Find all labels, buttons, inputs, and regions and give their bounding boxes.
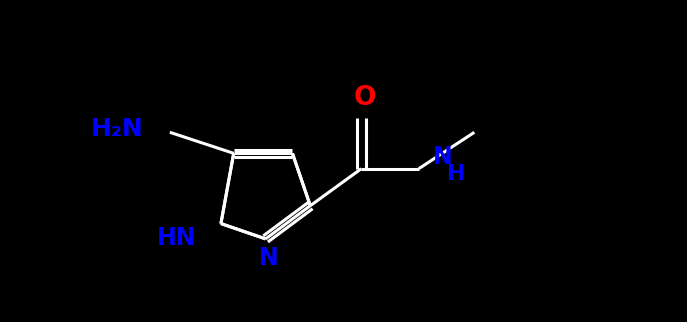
- Text: N: N: [259, 246, 279, 270]
- Text: N: N: [433, 145, 453, 169]
- Text: HN: HN: [157, 226, 196, 250]
- Text: H₂N: H₂N: [90, 117, 143, 141]
- Text: H: H: [447, 164, 465, 184]
- Text: O: O: [353, 85, 376, 111]
